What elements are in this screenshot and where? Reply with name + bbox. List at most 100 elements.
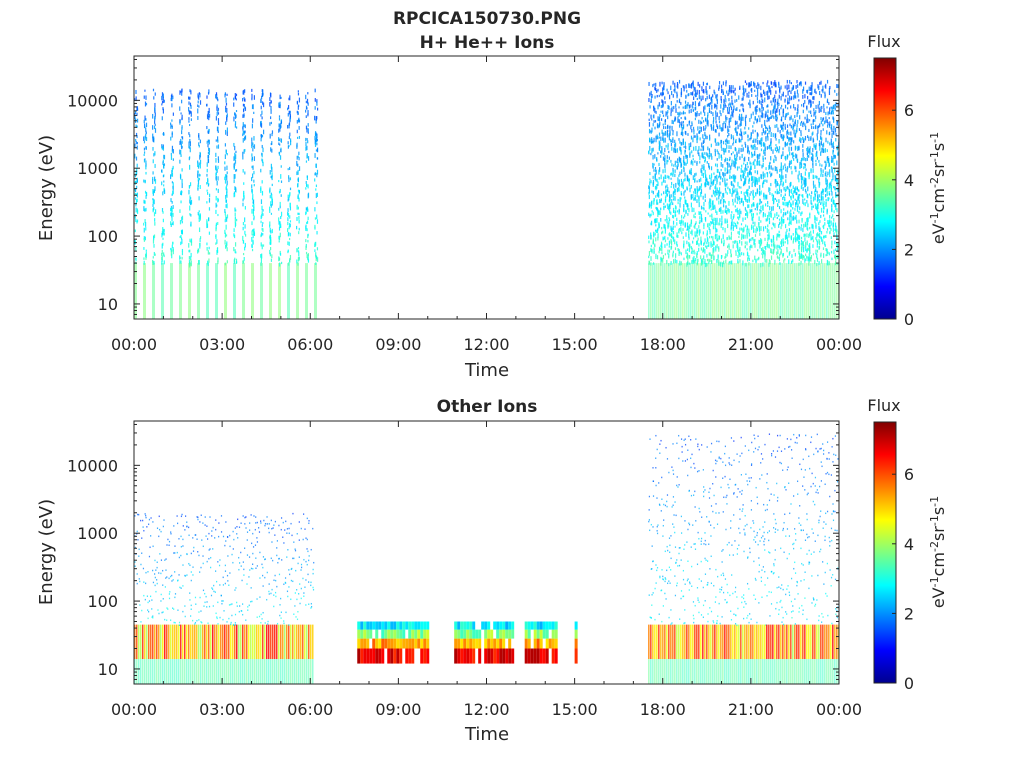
flux-cell — [762, 158, 764, 163]
flux-cell — [718, 120, 721, 124]
flux-cell — [134, 229, 136, 233]
flux-cell — [670, 140, 673, 143]
flux-cell — [830, 112, 833, 115]
flux-cell — [197, 187, 199, 191]
flux-cell — [698, 202, 700, 208]
flux-cell — [699, 161, 701, 164]
flux-cell — [800, 138, 802, 141]
flux-cell — [718, 187, 721, 192]
flux-cell — [162, 108, 164, 114]
flux-cell — [674, 139, 676, 144]
flux-cell — [224, 263, 227, 319]
flux-cell — [768, 89, 770, 93]
flux-cell — [667, 175, 669, 179]
flux-cell — [820, 132, 822, 136]
flux-cell — [803, 163, 805, 166]
flux-cell — [756, 178, 758, 182]
flux-cell — [710, 102, 712, 105]
flux-cell — [798, 145, 800, 151]
flux-cell — [772, 217, 775, 221]
flux-cell — [820, 141, 822, 146]
flux-cell — [756, 263, 758, 319]
flux-cell — [773, 224, 775, 227]
flux-cell — [740, 168, 742, 173]
flux-cell — [316, 201, 318, 205]
flux-cell — [776, 108, 778, 113]
flux-cell — [794, 234, 797, 237]
flux-cell — [208, 246, 210, 250]
flux-cell — [802, 241, 804, 245]
flux-cell — [701, 218, 703, 223]
flux-cell — [161, 116, 163, 121]
flux-cell — [208, 193, 211, 198]
flux-cell — [766, 82, 768, 88]
flux-cell — [135, 89, 137, 94]
flux-cell — [703, 110, 705, 113]
flux-cell — [704, 117, 707, 121]
flux-cell — [152, 125, 154, 130]
flux-cell — [731, 192, 733, 197]
flux-cell — [691, 82, 693, 87]
flux-cell — [828, 184, 830, 187]
flux-cell — [831, 145, 833, 148]
flux-cell — [800, 120, 803, 124]
flux-cell — [810, 256, 812, 262]
flux-cell — [835, 205, 837, 211]
flux-cell — [269, 249, 271, 255]
flux-cell — [665, 189, 667, 195]
flux-cell — [217, 118, 220, 123]
flux-cell — [742, 200, 744, 205]
flux-cell — [162, 624, 164, 660]
flux-cell — [825, 137, 827, 143]
flux-cell — [777, 182, 779, 187]
flux-cell — [764, 157, 766, 160]
flux-cell — [305, 94, 307, 100]
flux-cell — [819, 229, 821, 232]
flux-cell — [827, 220, 829, 224]
flux-cell — [755, 192, 757, 195]
flux-cell — [745, 213, 747, 216]
flux-cell — [682, 263, 684, 319]
flux-cell — [758, 107, 761, 111]
flux-cell — [823, 224, 825, 230]
flux-cell — [825, 163, 827, 167]
flux-cell — [702, 140, 704, 145]
flux-cell — [752, 221, 754, 225]
flux-cell — [773, 197, 775, 202]
flux-cell — [686, 174, 688, 178]
flux-cell — [830, 141, 832, 146]
flux-cell — [170, 174, 172, 180]
flux-cell — [793, 237, 795, 240]
flux-cell — [711, 260, 713, 265]
flux-cell — [661, 181, 663, 186]
flux-cell — [661, 226, 663, 230]
flux-cell — [243, 194, 245, 198]
flux-cell — [726, 138, 728, 143]
flux-cell — [694, 87, 696, 90]
flux-cell — [217, 98, 219, 102]
flux-cell — [710, 177, 712, 183]
flux-cell — [774, 83, 776, 88]
flux-cell — [161, 146, 163, 150]
flux-cell — [769, 191, 771, 195]
flux-cell — [252, 208, 254, 214]
flux-cell — [657, 212, 659, 217]
flux-cell — [738, 231, 740, 236]
flux-cell — [824, 120, 826, 125]
flux-cell — [765, 137, 767, 142]
flux-cell — [280, 96, 282, 99]
flux-cell — [695, 92, 697, 97]
flux-cell — [720, 199, 722, 202]
flux-cell — [674, 263, 676, 319]
flux-cell — [716, 228, 718, 233]
flux-cell — [778, 191, 780, 194]
flux-cell — [691, 210, 693, 213]
flux-cell — [217, 165, 219, 170]
flux-cell — [810, 199, 812, 205]
flux-cell — [757, 160, 759, 166]
flux-cell — [674, 149, 676, 154]
flux-cell — [762, 130, 765, 134]
flux-cell — [251, 177, 253, 182]
flux-cell — [742, 116, 744, 121]
flux-cell — [744, 80, 747, 83]
